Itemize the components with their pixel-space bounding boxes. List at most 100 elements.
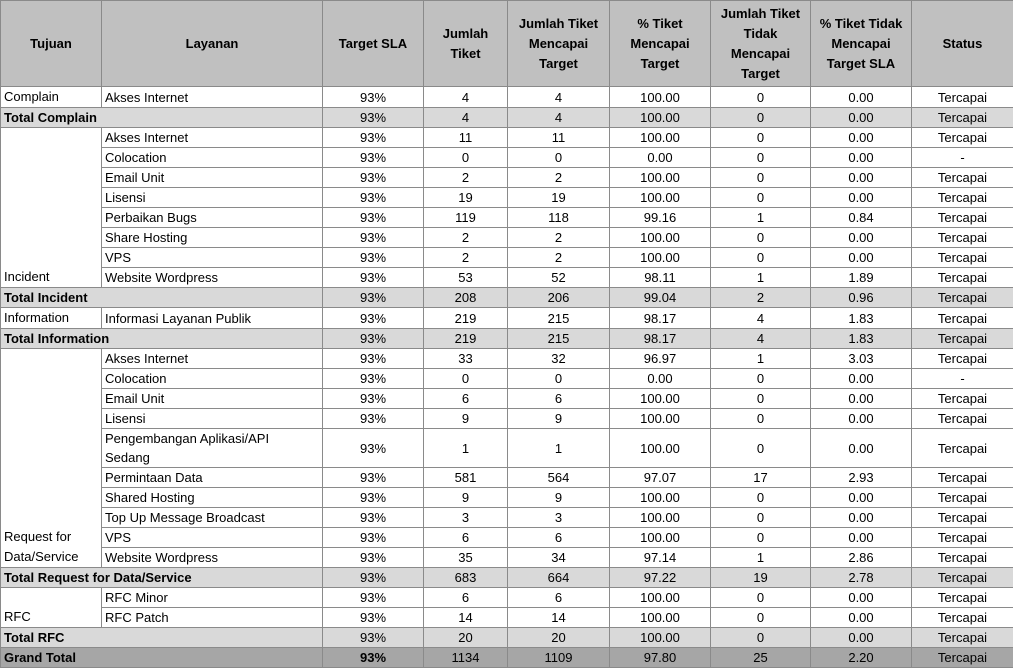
layanan-text: Website Wordpress bbox=[105, 270, 218, 285]
grand-total-value: 93% bbox=[322, 647, 424, 668]
data-row: RFC RFC Minor 93% 6 6 100.00 0 0.00 Tercapai bbox=[0, 587, 1013, 628]
total-value: 20 bbox=[507, 627, 610, 648]
data-row: Shared Hosting 93% 9 9 100.00 0 0.00 Tercapai bbox=[1, 487, 1013, 508]
grand-total-value: 97.80 bbox=[609, 647, 711, 668]
value-cell: 1 bbox=[710, 348, 811, 369]
value-cell: 581 bbox=[423, 467, 508, 488]
value-cell: 96.97 bbox=[609, 348, 711, 369]
total-value: Tercapai bbox=[911, 627, 1013, 648]
value-cell: 9 bbox=[423, 487, 508, 508]
layanan-cell: Perbaikan Bugs bbox=[101, 207, 323, 228]
layanan-cell: Akses Internet bbox=[101, 348, 323, 369]
total-row: Total Incident 93% 208 206 99.04 2 0.96 Tercapa… bbox=[0, 287, 1013, 308]
value-cell: Tercapai bbox=[911, 587, 1013, 608]
total-value: 0 bbox=[710, 107, 811, 128]
value-cell: 34 bbox=[507, 547, 610, 568]
value-cell: 219 bbox=[423, 307, 508, 329]
header-row: Tujuan Layanan Target SLA Jumlah Tiket Jumla… bbox=[0, 0, 1013, 87]
value-cell: Tercapai bbox=[911, 227, 1013, 248]
layanan-text: Email Unit bbox=[105, 391, 165, 406]
value-cell: 98.11 bbox=[609, 267, 711, 288]
layanan-cell: Email Unit bbox=[101, 167, 323, 188]
value-cell: 93% bbox=[322, 348, 424, 369]
layanan-cell: RFC Patch bbox=[101, 607, 323, 628]
value-cell: 19 bbox=[507, 187, 610, 208]
value-cell: 35 bbox=[423, 547, 508, 568]
value-cell: 0.00 bbox=[810, 388, 912, 409]
layanan-text: Akses Internet bbox=[105, 351, 189, 366]
layanan-cell: Akses Internet bbox=[101, 86, 323, 108]
data-row: Request for Data/Service Akses Internet 93… bbox=[0, 348, 1013, 568]
value-cell: 9 bbox=[423, 408, 508, 429]
value-cell: Tercapai bbox=[911, 247, 1013, 268]
value-cell: 19 bbox=[423, 187, 508, 208]
data-row: Email Unit 93% 2 2 100.00 0 0.00 Tercapai bbox=[1, 167, 1013, 188]
value-cell: - bbox=[911, 147, 1013, 168]
value-cell: 1 bbox=[710, 267, 811, 288]
value-cell: 0 bbox=[710, 227, 811, 248]
total-value: 683 bbox=[423, 567, 508, 588]
layanan-text: RFC Minor bbox=[105, 590, 168, 605]
value-cell: Tercapai bbox=[911, 127, 1013, 148]
value-cell: 93% bbox=[322, 607, 424, 628]
layanan-cell: Email Unit bbox=[101, 388, 323, 409]
value-cell: 99.16 bbox=[609, 207, 711, 228]
value-cell: 2.86 bbox=[810, 547, 912, 568]
value-cell: Tercapai bbox=[911, 507, 1013, 528]
value-cell: 9 bbox=[507, 487, 610, 508]
data-row: Lisensi 93% 19 19 100.00 0 0.00 Tercapai bbox=[1, 187, 1013, 208]
value-cell: 0.00 bbox=[609, 147, 711, 168]
value-cell: 3 bbox=[507, 507, 610, 528]
value-cell: 1.83 bbox=[810, 307, 912, 329]
column-header: Tujuan bbox=[0, 0, 102, 87]
layanan-text: Akses Internet bbox=[105, 89, 189, 105]
total-value: 215 bbox=[507, 328, 610, 349]
grand-total-row: Grand Total 93% 1134 1109 97.80 25 2.20 Tercapa… bbox=[0, 647, 1013, 668]
value-cell: 93% bbox=[322, 207, 424, 228]
value-cell: 0 bbox=[710, 527, 811, 548]
total-value: 93% bbox=[322, 627, 424, 648]
data-row: VPS 93% 2 2 100.00 0 0.00 Tercapai bbox=[1, 247, 1013, 268]
layanan-text: Email Unit bbox=[105, 170, 165, 185]
value-cell: Tercapai bbox=[911, 467, 1013, 488]
layanan-cell: Informasi Layanan Publik bbox=[101, 307, 323, 329]
layanan-text: Top Up Message Broadcast bbox=[105, 510, 265, 525]
value-cell: 6 bbox=[423, 587, 508, 608]
value-cell: Tercapai bbox=[911, 267, 1013, 288]
value-cell: Tercapai bbox=[911, 207, 1013, 228]
value-cell: 100.00 bbox=[609, 247, 711, 268]
layanan-text: Perbaikan Bugs bbox=[105, 210, 197, 225]
value-cell: 93% bbox=[322, 187, 424, 208]
value-cell: 0 bbox=[710, 368, 811, 389]
column-header: Status bbox=[911, 0, 1013, 87]
grand-total-value: 1134 bbox=[423, 647, 508, 668]
value-cell: 93% bbox=[322, 307, 424, 329]
value-cell: 118 bbox=[507, 207, 610, 228]
layanan-text: VPS bbox=[105, 530, 132, 545]
value-cell: 0 bbox=[710, 408, 811, 429]
total-value: 99.04 bbox=[609, 287, 711, 308]
value-cell: Tercapai bbox=[911, 348, 1013, 369]
value-cell: 0 bbox=[710, 86, 811, 108]
total-label: Total Request for Data/Service bbox=[0, 567, 323, 588]
total-value: 93% bbox=[322, 567, 424, 588]
value-cell: - bbox=[911, 368, 1013, 389]
layanan-text: Website Wordpress bbox=[105, 550, 218, 565]
grand-total-label: Grand Total bbox=[0, 647, 323, 668]
total-row: Total Complain 93% 4 4 100.00 0 0.00 Tercapai bbox=[0, 107, 1013, 128]
value-cell: 0 bbox=[710, 247, 811, 268]
value-cell: 0.00 bbox=[810, 167, 912, 188]
value-cell: 564 bbox=[507, 467, 610, 488]
value-cell: Tercapai bbox=[911, 428, 1013, 468]
value-cell: 3.03 bbox=[810, 348, 912, 369]
layanan-text: Lisensi bbox=[105, 411, 146, 426]
value-cell: 100.00 bbox=[609, 507, 711, 528]
value-cell: 0 bbox=[423, 147, 508, 168]
layanan-text: Colocation bbox=[105, 150, 167, 165]
value-cell: 100.00 bbox=[609, 408, 711, 429]
value-cell: 6 bbox=[507, 527, 610, 548]
layanan-cell: VPS bbox=[101, 527, 323, 548]
value-cell: 100.00 bbox=[609, 587, 711, 608]
value-cell: 0 bbox=[710, 428, 811, 468]
